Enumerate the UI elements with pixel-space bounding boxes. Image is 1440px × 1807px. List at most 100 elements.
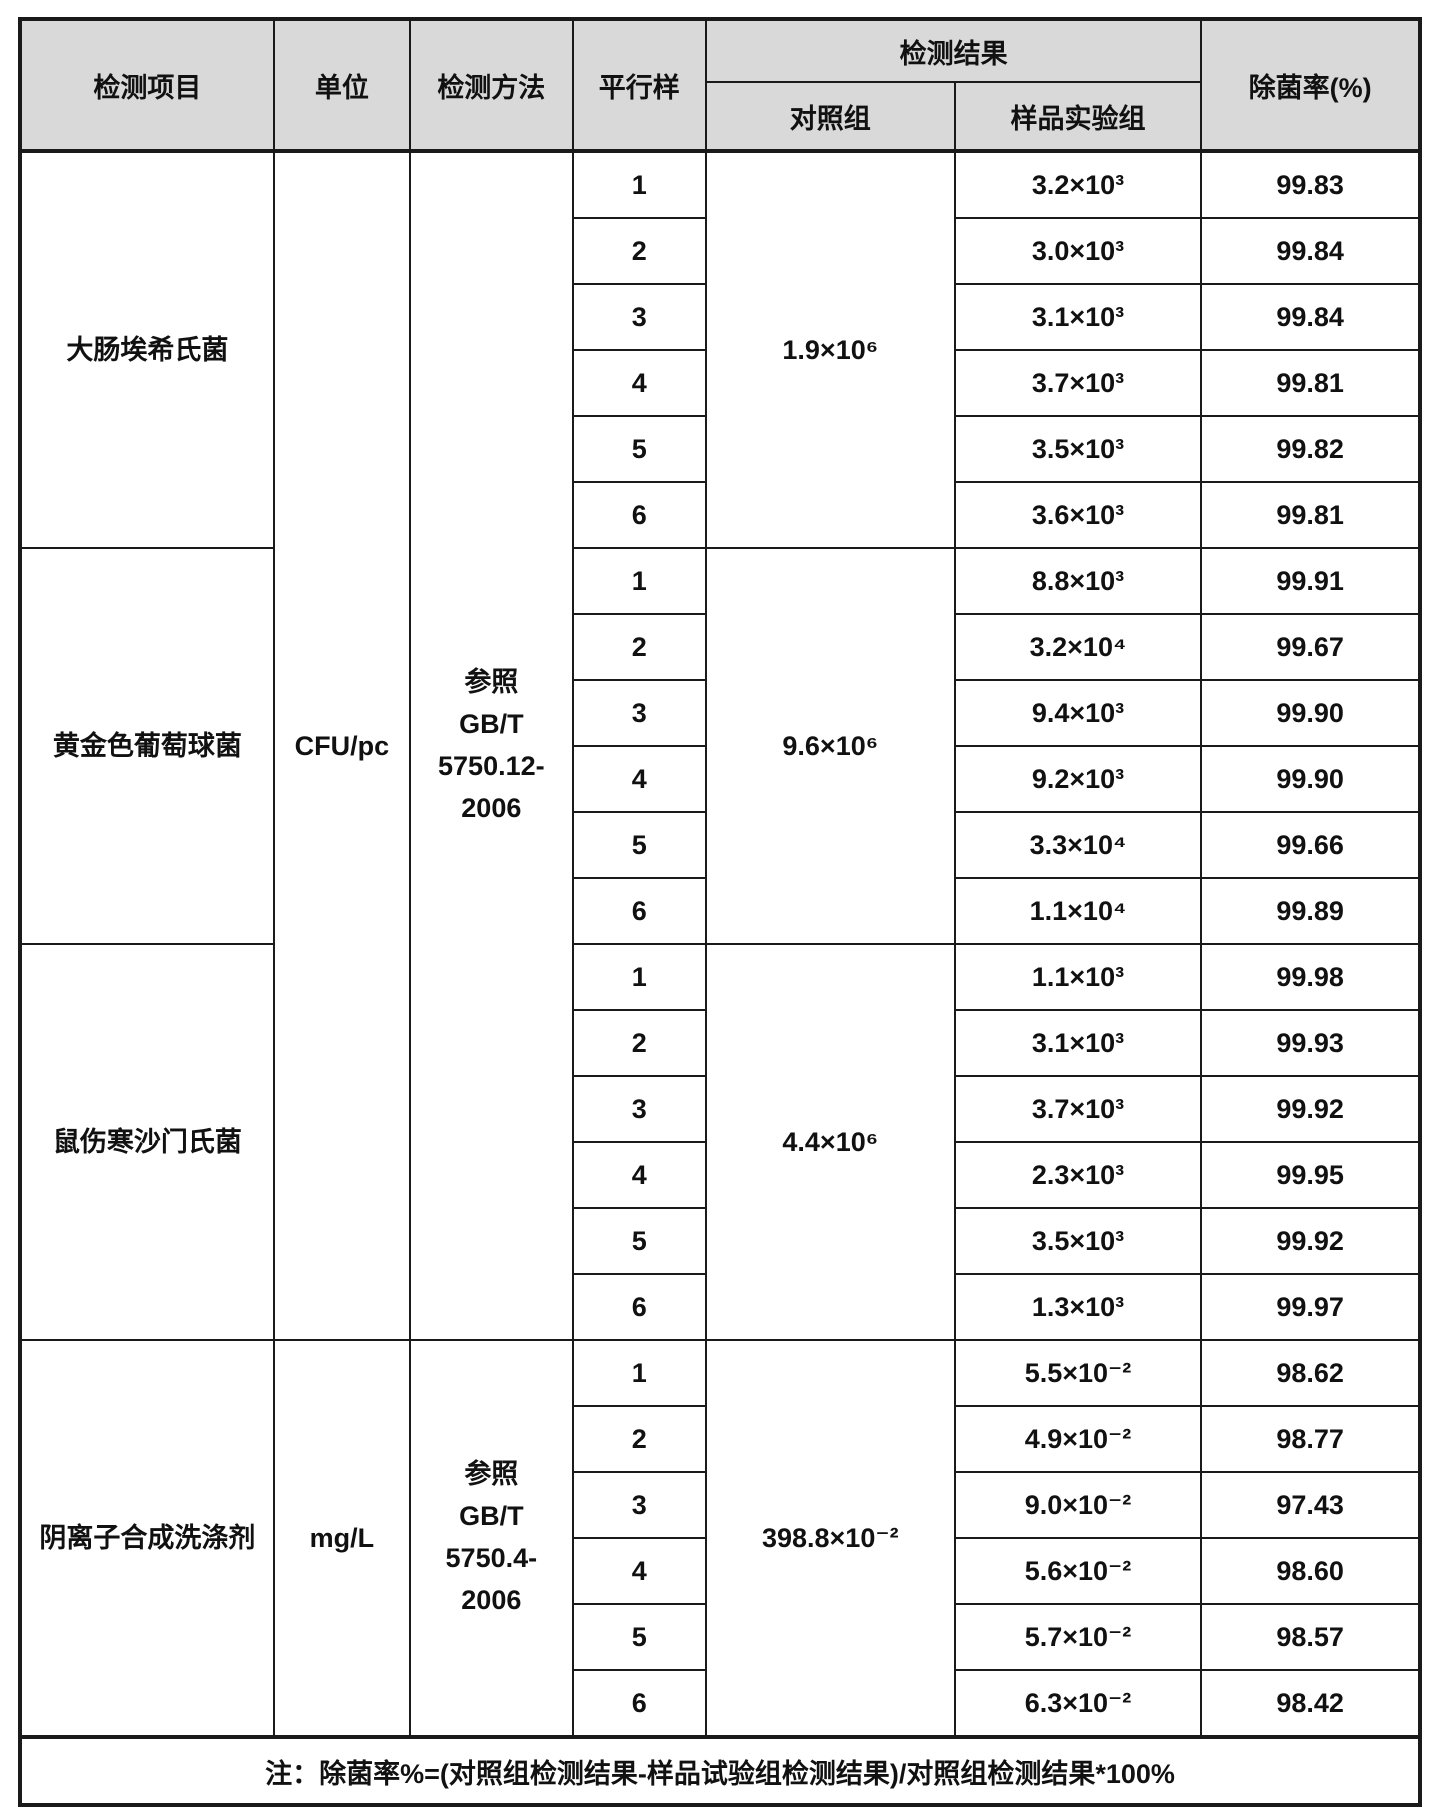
parallel-cell: 2 [571,217,707,285]
item-cell: 黄金色葡萄球菌 [19,547,275,945]
table-row: 5 3.5×10³ 99.92 [20,1207,1421,1275]
table-row: 3 3.1×10³ 99.84 [20,283,1421,351]
table-header: 检测项目 单位 检测方法 平行样 检测结果 除菌率(%) 对照组 样品实验组 [19,18,1421,152]
parallel-cell: 1 [571,150,707,219]
sample-result-cell: 5.7×10⁻² [953,1603,1203,1671]
removal-rate-cell: 99.81 [1200,481,1421,549]
header-test-result: 检测结果 [704,18,1203,83]
item-cell: 大肠埃希氏菌 [19,150,275,549]
parallel-cell: 3 [571,283,707,351]
parallel-cell: 4 [571,1537,707,1605]
table-row: 大肠埃希氏菌 CFU/pc 参照 GB/T 5750.12- 2006 1 1.… [19,150,1421,1341]
removal-rate-cell: 99.90 [1200,679,1421,747]
table-row: 2 4.9×10⁻² 98.77 [20,1405,1421,1473]
method-line: 2006 [461,792,522,823]
method-line: GB/T [459,1501,524,1532]
table-row: 4 9.2×10³ 99.90 [20,745,1421,813]
table-row: 5 3.3×10⁴ 99.66 [20,811,1421,879]
sample-result-cell: 3.6×10³ [953,481,1203,549]
header-sample-group: 样品实验组 [953,81,1203,152]
method-cell: 参照 GB/T 5750.4- 2006 [409,1339,574,1738]
sample-result-cell: 8.8×10³ [953,547,1203,615]
parallel-cell: 6 [571,1273,707,1341]
parallel-cell: 3 [571,1075,707,1143]
unit-cell: CFU/pc [272,150,412,1341]
unit-cell: mg/L [272,1339,412,1738]
removal-rate-cell: 98.62 [1200,1339,1421,1407]
header-parallel-sample: 平行样 [571,18,707,152]
table-row: 4 3.7×10³ 99.81 [20,349,1421,417]
removal-rate-cell: 99.67 [1200,613,1421,681]
item-cell: 阴离子合成洗涤剂 [19,1339,275,1738]
method-line: 5750.4- [445,1543,538,1573]
removal-rate-cell: 99.95 [1200,1141,1421,1209]
table-row: 3 9.0×10⁻² 97.43 [20,1471,1421,1539]
parallel-cell: 5 [571,415,707,483]
header-method: 检测方法 [409,18,574,152]
note-text: 注：除菌率%=(对照组检测结果-样品试验组检测结果)/对照组检测结果*100% [19,1736,1421,1806]
header-control-group: 对照组 [704,81,956,152]
parallel-cell: 4 [571,349,707,417]
parallel-cell: 6 [571,877,707,945]
control-cell: 398.8×10⁻² [704,1339,956,1738]
sample-result-cell: 9.2×10³ [953,745,1203,813]
sample-result-cell: 5.5×10⁻² [953,1339,1203,1407]
header-row-2: 对照组 样品实验组 [20,81,1420,152]
sample-result-cell: 6.3×10⁻² [953,1669,1203,1738]
sample-result-cell: 5.6×10⁻² [953,1537,1203,1605]
table-row: 3 3.7×10³ 99.92 [20,1075,1421,1143]
sample-result-cell: 3.2×10⁴ [953,613,1203,681]
removal-rate-cell: 99.66 [1200,811,1421,879]
table-row: 4 2.3×10³ 99.95 [20,1141,1421,1209]
removal-rate-cell: 99.84 [1200,283,1421,351]
removal-rate-cell: 98.57 [1200,1603,1421,1671]
parallel-cell: 4 [571,745,707,813]
table-row: 2 3.1×10³ 99.93 [20,1009,1421,1077]
method-line: GB/T [459,709,524,740]
sample-result-cell: 3.3×10⁴ [953,811,1203,879]
header-unit: 单位 [272,18,412,152]
sample-result-cell: 1.3×10³ [953,1273,1203,1341]
removal-rate-cell: 99.84 [1200,217,1421,285]
sample-result-cell: 3.2×10³ [953,150,1203,219]
parallel-cell: 2 [571,613,707,681]
sample-result-cell: 9.0×10⁻² [953,1471,1203,1539]
sample-result-cell: 4.9×10⁻² [953,1405,1203,1473]
item-cell: 鼠伤寒沙门氏菌 [19,943,275,1341]
header-row-1: 检测项目 单位 检测方法 平行样 检测结果 除菌率(%) [19,18,1421,152]
removal-rate-cell: 99.89 [1200,877,1421,945]
table-row: 6 3.6×10³ 99.81 [20,481,1421,549]
sample-result-cell: 3.7×10³ [953,349,1203,417]
control-cell: 1.9×10⁶ [704,150,956,549]
sample-result-cell: 2.3×10³ [953,1141,1203,1209]
parallel-cell: 2 [571,1405,707,1473]
parallel-cell: 5 [571,811,707,879]
sample-result-cell: 1.1×10³ [953,943,1203,1011]
parallel-cell: 1 [571,547,707,615]
removal-rate-cell: 99.90 [1200,745,1421,813]
removal-rate-cell: 98.42 [1200,1669,1421,1738]
removal-rate-cell: 99.92 [1200,1075,1421,1143]
table-row: 5 5.7×10⁻² 98.57 [20,1603,1421,1671]
method-line: 参照 [464,1459,519,1490]
parallel-cell: 5 [571,1207,707,1275]
sample-result-cell: 1.1×10⁴ [953,877,1203,945]
removal-rate-cell: 99.97 [1200,1273,1421,1341]
table-row: 黄金色葡萄球菌 1 9.6×10⁶ 8.8×10³ 99.91 [19,547,1421,945]
table-row: 鼠伤寒沙门氏菌 1 4.4×10⁶ 1.1×10³ 99.98 [19,943,1421,1341]
parallel-cell: 3 [571,1471,707,1539]
method-line: 2006 [461,1584,522,1615]
parallel-cell: 5 [571,1603,707,1671]
table-row: 阴离子合成洗涤剂 mg/L 参照 GB/T 5750.4- 2006 1 398… [19,1339,1421,1738]
sample-result-cell: 9.4×10³ [953,679,1203,747]
note-row: 注：除菌率%=(对照组检测结果-样品试验组检测结果)/对照组检测结果*100% [19,1736,1421,1806]
table-body: 大肠埃希氏菌 CFU/pc 参照 GB/T 5750.12- 2006 1 1.… [19,150,1421,1738]
table-row: 3 9.4×10³ 99.90 [20,679,1421,747]
parallel-cell: 6 [571,481,707,549]
parallel-cell: 3 [571,679,707,747]
sample-result-cell: 3.1×10³ [953,1009,1203,1077]
table-row: 4 5.6×10⁻² 98.60 [20,1537,1421,1605]
header-test-item: 检测项目 [19,18,275,152]
header-removal-rate: 除菌率(%) [1200,18,1421,152]
removal-rate-cell: 98.60 [1200,1537,1421,1605]
